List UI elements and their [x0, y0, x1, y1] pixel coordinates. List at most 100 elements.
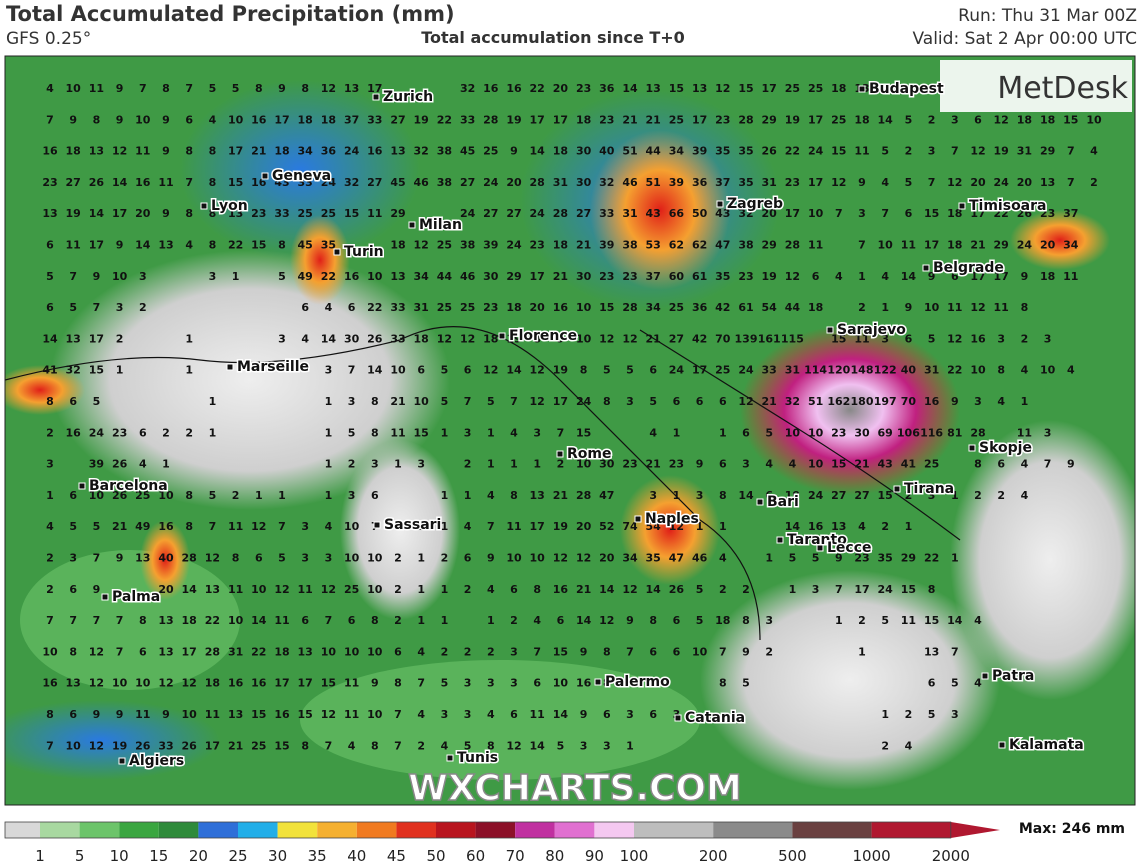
grid-value: 2 — [487, 645, 495, 658]
grid-value: 10 — [367, 270, 383, 283]
grid-value: 35 — [715, 145, 730, 158]
grid-value: 13 — [158, 614, 173, 627]
grid-value: 6 — [510, 583, 518, 596]
grid-value: 26 — [367, 332, 383, 345]
grid-value: 4 — [487, 708, 495, 721]
grid-value: 3 — [510, 645, 518, 658]
grid-value: 16 — [42, 145, 58, 158]
grid-value: 1 — [232, 270, 240, 283]
grid-value: 6 — [673, 645, 681, 658]
grid-value: 1 — [325, 426, 333, 439]
city-marker — [78, 482, 86, 490]
grid-value: 29 — [762, 113, 777, 126]
grid-value: 14 — [646, 583, 662, 596]
grid-value: 1 — [951, 552, 959, 565]
colorbar-segment — [515, 822, 555, 838]
grid-value: 43 — [646, 207, 661, 220]
grid-value: 19 — [506, 113, 521, 126]
grid-value: 22 — [205, 614, 220, 627]
grid-value: 1 — [209, 395, 217, 408]
grid-value: 2 — [46, 583, 54, 596]
grid-value: 36 — [692, 301, 708, 314]
grid-value: 6 — [417, 364, 425, 377]
grid-value: 1 — [278, 489, 286, 502]
grid-value: 25 — [785, 82, 800, 95]
grid-value: 28 — [622, 301, 637, 314]
grid-value: 6 — [557, 614, 565, 627]
grid-value: 21 — [646, 113, 661, 126]
grid-value: 1 — [441, 520, 449, 533]
grid-value: 8 — [185, 207, 193, 220]
grid-value: 5 — [441, 395, 449, 408]
grid-value: 8 — [278, 239, 286, 252]
grid-value: 32 — [738, 207, 753, 220]
colorbar-tick-label: 90 — [585, 847, 604, 865]
grid-value: 31 — [1017, 145, 1032, 158]
grid-value: 6 — [533, 677, 541, 690]
city-label: Marseille — [237, 359, 309, 375]
grid-value: 10 — [344, 645, 360, 658]
grid-value: 20 — [1017, 176, 1033, 189]
grid-value: 21 — [576, 239, 591, 252]
grid-value: 1 — [185, 332, 193, 345]
grid-value: 7 — [1067, 176, 1075, 189]
grid-value: 31 — [622, 207, 637, 220]
grid-value: 14 — [553, 708, 569, 721]
grid-value: 17 — [89, 239, 104, 252]
grid-value: 13 — [530, 489, 545, 502]
subtitle: Total accumulation since T+0 — [421, 28, 685, 47]
grid-value: 13 — [924, 645, 939, 658]
grid-value: 17 — [994, 270, 1009, 283]
grid-value: 22 — [367, 301, 382, 314]
grid-value: 16 — [66, 426, 82, 439]
grid-value: 12 — [738, 395, 753, 408]
grid-value: 18 — [205, 677, 220, 690]
grid-value: 44 — [437, 270, 453, 283]
grid-value: 11 — [228, 520, 243, 533]
grid-value: 162 — [827, 395, 850, 408]
grid-value: 16 — [924, 395, 940, 408]
grid-value: 18 — [854, 113, 869, 126]
grid-value: 22 — [251, 645, 266, 658]
grid-value: 25 — [669, 301, 684, 314]
city-marker — [776, 536, 784, 544]
grid-value: 17 — [692, 364, 707, 377]
grid-value: 18 — [831, 82, 846, 95]
grid-value: 5 — [278, 270, 286, 283]
grid-value: 24 — [878, 583, 894, 596]
grid-value: 6 — [951, 270, 959, 283]
grid-value: 16 — [553, 301, 569, 314]
grid-value: 15 — [321, 677, 336, 690]
grid-value: 35 — [715, 270, 730, 283]
grid-value: 35 — [646, 552, 661, 565]
grid-value: 14 — [367, 364, 383, 377]
grid-value: 22 — [785, 145, 800, 158]
grid-value: 3 — [858, 207, 866, 220]
city-marker — [998, 741, 1006, 749]
colorbar-segment — [554, 822, 595, 838]
grid-value: 47 — [715, 239, 730, 252]
grid-value: 43 — [715, 207, 730, 220]
grid-value: 4 — [719, 552, 727, 565]
grid-value: 17 — [970, 207, 985, 220]
grid-value: 19 — [553, 520, 568, 533]
grid-value: 2 — [557, 458, 565, 471]
grid-value: 32 — [66, 364, 81, 377]
city-marker — [446, 754, 454, 762]
grid-value: 5 — [278, 552, 286, 565]
grid-value: 4 — [1021, 489, 1029, 502]
grid-value: 27 — [854, 489, 869, 502]
grid-value: 30 — [576, 176, 592, 189]
grid-value: 13 — [390, 145, 405, 158]
colorbar-tick-label: 500 — [778, 847, 807, 865]
grid-value: 15 — [414, 426, 429, 439]
grid-value: 12 — [622, 583, 637, 596]
grid-value: 3 — [325, 364, 333, 377]
grid-value: 5 — [626, 364, 634, 377]
grid-value: 11 — [1063, 270, 1078, 283]
grid-value: 54 — [646, 520, 662, 533]
grid-value: 4 — [974, 614, 982, 627]
grid-value: 21 — [112, 520, 127, 533]
grid-value: 6 — [742, 426, 750, 439]
grid-value: 37 — [715, 176, 730, 189]
